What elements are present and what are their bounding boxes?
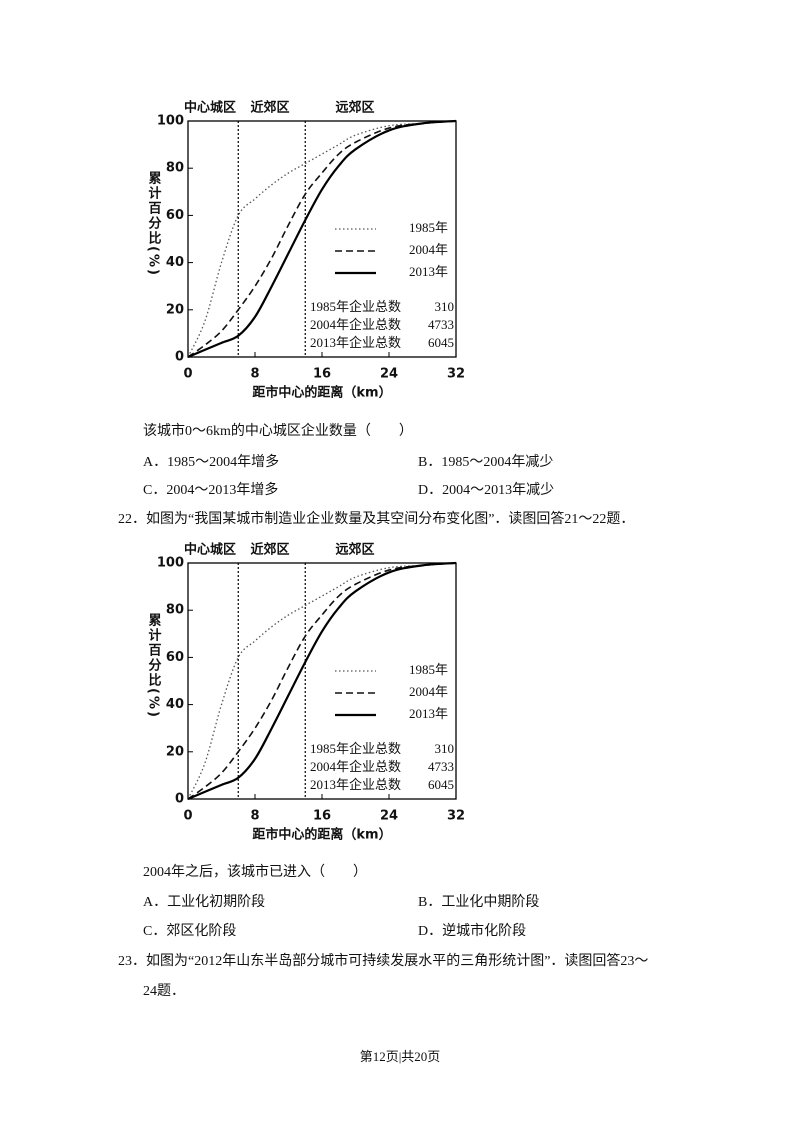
x-tick-label: 0 [183,809,192,824]
y-tick-label: 100 [157,114,184,129]
legend-label: 2013年 [409,706,448,721]
y-axis-label: 累计百分比(%) [146,612,162,718]
annotation-label: 1985年企业总数 [310,741,401,756]
option: C．2004～2013年增多 [143,481,278,498]
series-line [187,119,457,359]
zone-label: 中心城区 [184,542,236,558]
question-stem: 2004年之后，该城市已进入（ ） [143,863,367,880]
x-tick-label: 24 [380,367,398,382]
x-tick-label: 16 [313,367,331,382]
y-axis-label: 累计百分比(%) [146,170,162,276]
x-axis-label: 距市中心的距离（km） [252,385,391,401]
question-intro: 24题． [143,984,185,999]
series-line [187,561,457,801]
annotation-value: 6045 [428,335,454,350]
y-tick-label: 40 [166,697,184,712]
option: A．工业化初期阶段 [143,893,265,910]
annotation-label: 2004年企业总数 [310,317,401,332]
legend-label: 1985年 [409,220,448,235]
question-intro: 23．如图为“2012年山东半岛部分城市可持续发展水平的三角形统计图”．读图回答… [118,952,648,969]
series-line [187,120,457,358]
x-tick-label: 8 [250,367,259,382]
series-line [187,562,457,800]
zone-label: 远郊区 [335,100,374,116]
x-axis-label: 距市中心的距离（km） [252,827,391,843]
annotation-label: 1985年企业总数 [310,299,401,314]
annotation-value: 310 [435,741,455,756]
annotation-value: 310 [435,299,455,314]
x-tick-label: 16 [313,809,331,824]
y-tick-label: 0 [175,792,184,807]
annotation-value: 4733 [428,317,454,332]
option: B．工业化中期阶段 [418,894,539,910]
zone-label: 近郊区 [250,100,289,116]
option: D．2004～2013年减少 [418,482,554,498]
y-tick-label: 20 [166,302,184,317]
y-tick-label: 20 [166,744,184,759]
y-tick-label: 80 [166,161,184,176]
annotation-label: 2013年企业总数 [310,335,401,350]
annotation-value: 4733 [428,759,454,774]
option: D．逆城市化阶段 [418,922,526,939]
annotation-label: 2013年企业总数 [310,777,401,792]
legend-label: 2013年 [409,264,448,279]
option: C．郊区化阶段 [143,922,236,939]
legend-label: 2004年 [409,242,448,257]
y-tick-label: 40 [166,255,184,270]
zone-label: 近郊区 [250,542,289,558]
zone-label: 中心城区 [184,100,236,116]
page-footer: 第12页|共20页 [360,1049,441,1064]
y-tick-label: 80 [166,603,184,618]
option: B．1985～2004年减少 [418,454,553,470]
legend-label: 1985年 [409,662,448,677]
x-tick-label: 24 [380,809,398,824]
question-stem: 该城市0～6km的中心城区企业数量（ ） [143,422,413,439]
y-tick-label: 0 [175,350,184,365]
x-tick-label: 0 [183,367,192,382]
legend-label: 2004年 [409,684,448,699]
question-intro: 22．如图为“我国某城市制造业企业数量及其空间分布变化图”．读图回答21～22题… [118,510,634,527]
y-tick-label: 60 [166,208,184,223]
x-tick-label: 32 [447,367,465,382]
zone-label: 远郊区 [335,542,374,558]
x-tick-label: 32 [447,809,465,824]
y-tick-label: 60 [166,650,184,665]
annotation-label: 2004年企业总数 [310,759,401,774]
y-tick-label: 100 [157,556,184,571]
annotation-value: 6045 [428,777,454,792]
x-tick-label: 8 [250,809,259,824]
series-line [187,120,457,358]
series-line [187,562,457,800]
option: A．1985～2004年增多 [143,453,279,470]
